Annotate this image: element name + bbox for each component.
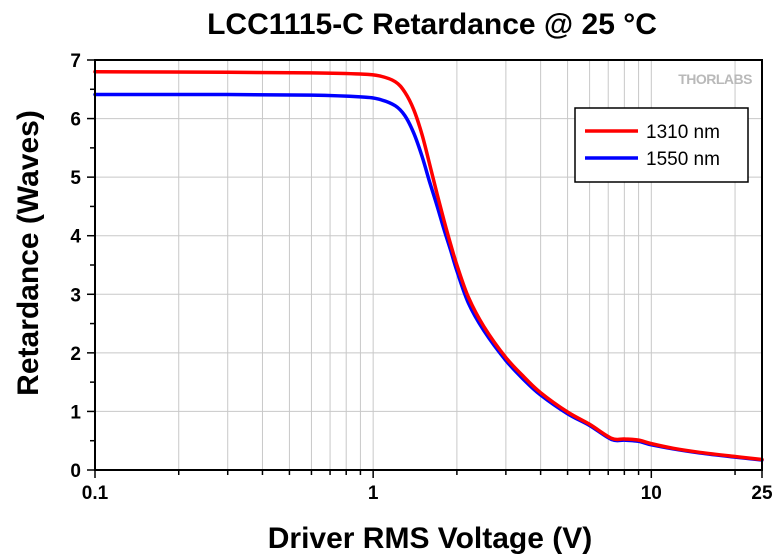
legend-box (574, 107, 749, 183)
brand-logo: THORLABS (678, 71, 752, 87)
x-tick-label: 1 (368, 483, 379, 504)
legend: 1310 nm 1550 nm (574, 107, 749, 183)
grid (95, 60, 762, 470)
y-tick-label: 1 (70, 402, 81, 423)
x-tick-label: 10 (641, 483, 662, 504)
chart-title: LCC1115-C Retardance @ 25 °C (207, 8, 657, 41)
x-tick-labels: 0.1 1 10 25 (82, 483, 773, 504)
y-axis-title: Retardance (Waves) (12, 110, 45, 396)
x-tick-label: 25 (751, 483, 773, 504)
ticks (87, 59, 763, 478)
y-tick-label: 4 (70, 227, 81, 248)
y-tick-label: 3 (70, 285, 81, 306)
series-layer (93, 69, 764, 462)
y-tick-label: 7 (70, 51, 81, 72)
y-tick-labels: 0 1 2 3 4 5 6 7 (70, 51, 81, 482)
legend-label-1310: 1310 nm (646, 122, 720, 143)
y-tick-label: 0 (70, 461, 81, 482)
series-line-1310-nm (93, 69, 764, 462)
y-tick-label: 2 (70, 344, 81, 365)
brand-logo-text: THORLABS (678, 71, 752, 87)
x-axis-title: Driver RMS Voltage (V) (268, 522, 593, 555)
x-tick-label: 0.1 (82, 483, 109, 504)
y-tick-label: 5 (70, 168, 81, 189)
y-tick-label: 6 (70, 110, 81, 131)
legend-label-1550: 1550 nm (646, 149, 720, 170)
